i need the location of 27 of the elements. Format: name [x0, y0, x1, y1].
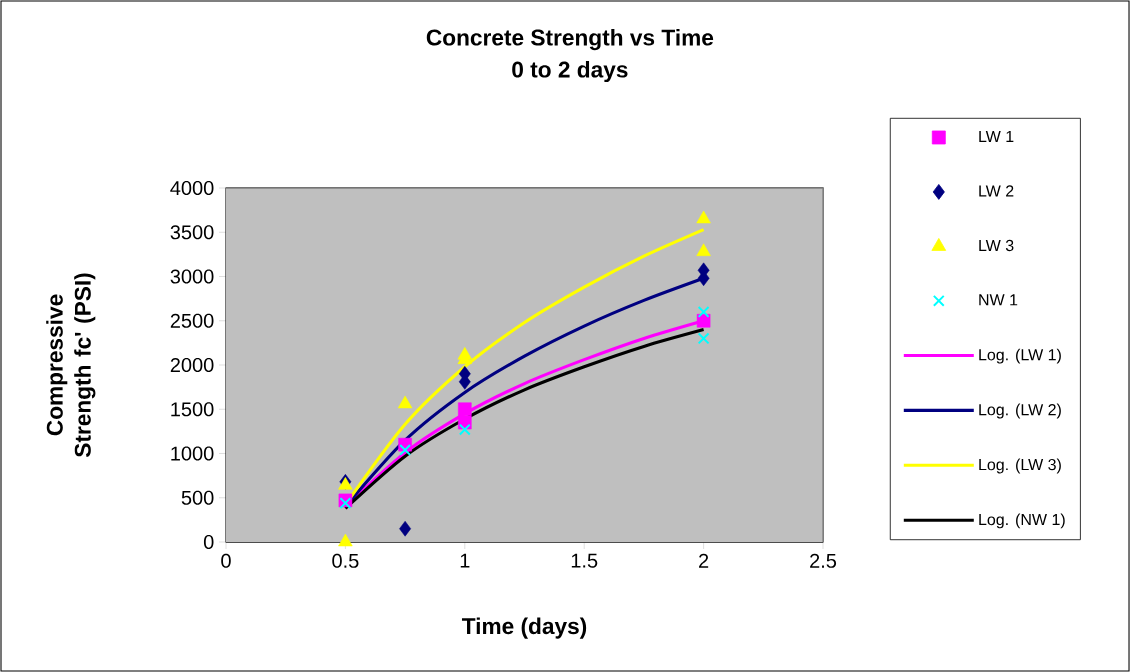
x-tick-label: 1: [460, 553, 470, 568]
y-tick-label: 2500: [170, 313, 214, 328]
x-axis-title: Time (days): [461, 617, 587, 639]
x-tick-label: 2: [699, 553, 709, 568]
y-tick-label: 2000: [170, 357, 214, 373]
legend-label: LW 2: [979, 185, 1014, 197]
y-tick-label: 4000: [170, 180, 214, 196]
legend-label: Log. (LW 3): [979, 458, 1061, 474]
chart-title: Concrete Strength vs Time: [426, 28, 714, 51]
legend-label: Log. (LW 2): [979, 403, 1061, 419]
x-tick-label: 0: [221, 553, 231, 568]
y-tick-label: 3500: [170, 225, 214, 240]
y-tick-label: 1500: [171, 402, 214, 417]
legend-label: LW 3: [979, 239, 1014, 252]
legend-label: Log. (LW 1): [979, 348, 1061, 364]
y-tick-label: 3000: [170, 269, 214, 284]
x-tick-label: 1.5: [571, 553, 598, 568]
y-tick-label: 500: [181, 490, 214, 505]
legend-label: Log. (NW 1): [979, 513, 1065, 529]
y-tick-label: 0: [203, 534, 214, 550]
y-tick-label: 1000: [171, 446, 214, 461]
y-axis-title: Compressive Strength fc' (PSI): [46, 273, 96, 458]
x-tick-label: 2.5: [810, 553, 837, 568]
legend-label: NW 1: [979, 294, 1018, 306]
x-tick-label: 0.5: [332, 553, 359, 568]
chart-subtitle: 0 to 2 days: [512, 60, 628, 83]
legend-label: LW 1: [979, 130, 1014, 142]
